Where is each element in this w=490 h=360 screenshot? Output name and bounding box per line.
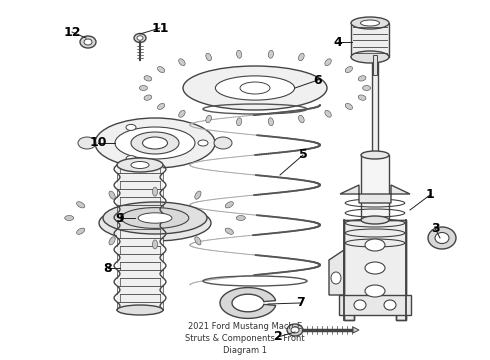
Ellipse shape [195,237,201,245]
Ellipse shape [183,66,327,110]
Ellipse shape [78,137,96,149]
Text: 5: 5 [298,148,307,162]
Ellipse shape [65,216,74,220]
Ellipse shape [76,202,85,208]
Ellipse shape [109,191,115,199]
Bar [372,55,378,165]
Ellipse shape [76,228,85,234]
Polygon shape [117,165,163,310]
Ellipse shape [269,50,273,58]
Bar [361,155,389,220]
Ellipse shape [287,324,303,336]
Text: 6: 6 [314,73,322,86]
Ellipse shape [131,132,179,154]
Ellipse shape [325,59,331,66]
Text: 11: 11 [151,22,169,35]
Ellipse shape [237,118,242,126]
Ellipse shape [121,208,189,228]
Ellipse shape [103,202,207,234]
Ellipse shape [365,239,385,251]
Text: 8: 8 [104,261,112,274]
Ellipse shape [354,300,366,310]
Ellipse shape [240,82,270,94]
Text: 3: 3 [431,221,440,234]
Ellipse shape [269,118,273,126]
Ellipse shape [152,187,157,196]
Ellipse shape [126,156,136,162]
Ellipse shape [143,137,168,149]
Ellipse shape [365,262,385,274]
Text: 4: 4 [334,36,343,49]
Polygon shape [353,327,359,333]
Ellipse shape [115,127,195,159]
Ellipse shape [435,233,449,243]
Text: 9: 9 [116,211,124,225]
Ellipse shape [144,95,152,100]
Ellipse shape [80,36,96,48]
Ellipse shape [237,50,242,58]
Ellipse shape [95,118,215,168]
Ellipse shape [117,158,163,172]
Ellipse shape [99,205,211,241]
Ellipse shape [361,20,379,26]
Ellipse shape [198,140,208,146]
Text: 12: 12 [63,26,81,39]
Ellipse shape [195,191,201,199]
Ellipse shape [384,300,396,310]
Ellipse shape [363,85,370,90]
Polygon shape [344,220,406,320]
Ellipse shape [134,33,146,42]
Ellipse shape [225,228,233,234]
Text: 2: 2 [273,330,282,343]
Ellipse shape [345,103,352,109]
Polygon shape [329,250,344,295]
Bar [339,295,411,315]
Ellipse shape [206,53,212,61]
Ellipse shape [214,137,232,149]
Ellipse shape [365,285,385,297]
Ellipse shape [131,162,149,168]
Text: 2021 Ford Mustang Mach-E
Struts & Components - Front
Diagram 1: 2021 Ford Mustang Mach-E Struts & Compon… [185,323,305,355]
Ellipse shape [157,103,165,109]
Ellipse shape [144,76,152,81]
Ellipse shape [137,36,143,40]
Ellipse shape [225,202,233,208]
Ellipse shape [138,213,172,223]
Ellipse shape [351,17,389,29]
Ellipse shape [157,67,165,73]
Ellipse shape [206,115,212,123]
Ellipse shape [152,240,157,249]
Ellipse shape [358,95,366,100]
Ellipse shape [331,272,341,284]
Ellipse shape [358,76,366,81]
Ellipse shape [126,125,136,130]
Bar [351,23,389,57]
Polygon shape [340,185,410,203]
Ellipse shape [236,216,245,220]
Ellipse shape [345,67,352,73]
Ellipse shape [109,237,115,245]
Ellipse shape [84,39,92,45]
Ellipse shape [216,76,294,100]
Ellipse shape [361,216,389,224]
Ellipse shape [117,305,163,315]
Ellipse shape [179,59,185,66]
Polygon shape [220,288,276,318]
Bar [373,55,377,75]
Ellipse shape [428,227,456,249]
Ellipse shape [298,115,304,123]
Ellipse shape [179,110,185,117]
Text: 1: 1 [426,189,434,202]
Ellipse shape [351,51,389,63]
Text: 10: 10 [89,136,107,149]
Ellipse shape [325,110,331,117]
Ellipse shape [139,85,147,90]
Ellipse shape [361,151,389,159]
Ellipse shape [298,53,304,61]
Text: 7: 7 [295,297,304,310]
Ellipse shape [291,327,299,333]
